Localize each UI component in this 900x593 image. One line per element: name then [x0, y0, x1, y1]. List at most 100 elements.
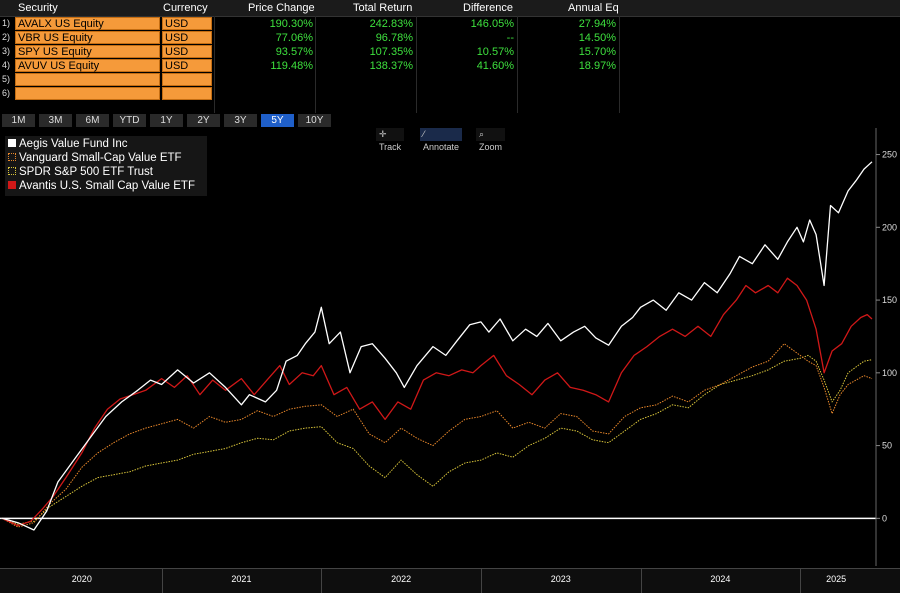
header-price-change: Price Change: [248, 2, 315, 14]
track-label: Track: [379, 142, 402, 152]
range-button-1y[interactable]: 1Y: [150, 114, 183, 127]
x-axis: 2020 2021 2022 2023 2024 2025: [0, 568, 900, 593]
table-row[interactable]: 6): [0, 87, 900, 101]
x-tick-label: 2022: [391, 574, 412, 584]
difference-value: 146.05%: [470, 18, 514, 30]
x-tick-label: 2021: [231, 574, 252, 584]
table-row[interactable]: 5): [0, 73, 900, 87]
legend-item-avuv[interactable]: Avantis U.S. Small Cap Value ETF: [8, 180, 195, 193]
legend-swatch: [8, 167, 16, 175]
x-tick-label: 2020: [71, 574, 92, 584]
annual-eq-value: 14.50%: [578, 32, 616, 44]
x-year-divider: [480, 569, 482, 593]
magnifier-icon: ⌕: [479, 129, 485, 139]
total-return-value: 107.35%: [369, 46, 413, 58]
difference-value: 10.57%: [476, 46, 514, 58]
y-tick-label: 250: [882, 150, 897, 160]
currency-input[interactable]: USD: [162, 31, 212, 44]
legend-label: Avantis U.S. Small Cap Value ETF: [19, 180, 195, 192]
table-header: Security Currency Price Change Total Ret…: [0, 0, 900, 17]
zoom-tool[interactable]: ⌕ Zoom: [476, 128, 506, 152]
difference-value: 41.60%: [476, 60, 514, 72]
series-line-vbr: [1, 343, 873, 528]
table-row[interactable]: 3) SPY US Equity USD 93.57% 107.35% 10.5…: [0, 45, 900, 59]
series-line-aegis: [1, 161, 873, 531]
legend-swatch: [8, 139, 16, 147]
securities-table: Security Currency Price Change Total Ret…: [0, 0, 900, 113]
x-tick-label: 2025: [826, 574, 847, 584]
range-button-ytd[interactable]: YTD: [113, 114, 146, 127]
legend-label: Vanguard Small-Cap Value ETF: [19, 152, 182, 164]
x-year-divider: [161, 569, 163, 593]
header-annual-eq: Annual Eq: [568, 2, 619, 14]
x-tick-label: 2024: [710, 574, 731, 584]
security-input[interactable]: VBR US Equity: [15, 31, 160, 44]
total-return-value: 96.78%: [375, 32, 413, 44]
legend-item-vbr[interactable]: Vanguard Small-Cap Value ETF: [8, 152, 182, 165]
table-row[interactable]: 4) AVUV US Equity USD 119.48% 138.37% 41…: [0, 59, 900, 73]
range-button-3y[interactable]: 3Y: [224, 114, 257, 127]
series-line-spy: [1, 354, 873, 525]
range-button-3m[interactable]: 3M: [39, 114, 72, 127]
x-year-divider: [321, 569, 323, 593]
security-input[interactable]: AVUV US Equity: [15, 59, 160, 72]
currency-input[interactable]: [162, 87, 212, 100]
currency-input[interactable]: [162, 73, 212, 86]
table-row[interactable]: 1) AVALX US Equity USD 190.30% 242.83% 1…: [0, 17, 900, 31]
price-change-value: 93.57%: [275, 46, 313, 58]
column-divider: [214, 16, 215, 113]
y-axis: 0 50 100 150 200 250: [875, 128, 897, 566]
row-number: 3): [2, 46, 11, 56]
security-input[interactable]: AVALX US Equity: [15, 17, 160, 30]
total-return-value: 138.37%: [369, 60, 413, 72]
header-currency: Currency: [163, 2, 208, 14]
legend-swatch: [8, 181, 16, 189]
y-tick-label: 0: [882, 513, 887, 523]
range-button-6m[interactable]: 6M: [76, 114, 109, 127]
price-chart[interactable]: 0 50 100 150 200 250: [0, 0, 900, 568]
annual-eq-value: 27.94%: [578, 18, 616, 30]
annotate-label: Annotate: [423, 142, 460, 152]
legend-item-spy[interactable]: SPDR S&P 500 ETF Trust: [8, 166, 153, 179]
crosshair-icon: ✛: [379, 129, 387, 139]
column-divider: [619, 16, 620, 113]
row-number: 5): [2, 74, 11, 84]
column-divider: [416, 16, 417, 113]
range-button-1m[interactable]: 1M: [2, 114, 35, 127]
zoom-label: Zoom: [479, 142, 503, 152]
row-number: 2): [2, 32, 11, 42]
series-layer: [0, 161, 876, 531]
row-number: 1): [2, 18, 11, 28]
track-tool[interactable]: ✛ Track: [376, 128, 405, 152]
security-input[interactable]: [15, 87, 160, 100]
range-button-5y[interactable]: 5Y: [261, 114, 294, 127]
price-change-value: 119.48%: [270, 60, 313, 72]
legend-item-aegis[interactable]: Aegis Value Fund Inc: [8, 138, 127, 151]
security-input[interactable]: SPY US Equity: [15, 45, 160, 58]
chart-legend: Aegis Value Fund Inc Vanguard Small-Cap …: [5, 136, 207, 196]
x-year-divider: [640, 569, 642, 593]
currency-input[interactable]: USD: [162, 45, 212, 58]
currency-input[interactable]: USD: [162, 17, 212, 30]
table-row[interactable]: 2) VBR US Equity USD 77.06% 96.78% -- 14…: [0, 31, 900, 45]
y-tick-label: 200: [882, 222, 897, 232]
row-number: 4): [2, 60, 11, 70]
annual-eq-value: 18.97%: [578, 60, 616, 72]
security-input[interactable]: [15, 73, 160, 86]
range-button-10y[interactable]: 10Y: [298, 114, 331, 127]
x-tick-label: 2023: [550, 574, 571, 584]
header-security: Security: [18, 2, 58, 14]
y-tick-label: 100: [882, 368, 897, 378]
row-number: 6): [2, 88, 11, 98]
y-tick-label: 50: [882, 441, 892, 451]
range-button-2y[interactable]: 2Y: [187, 114, 220, 127]
difference-value: --: [506, 32, 514, 44]
x-year-divider: [800, 569, 802, 593]
series-line-avuv: [1, 277, 873, 527]
y-tick-label: 150: [882, 295, 897, 305]
range-selector: 1M 3M 6M YTD 1Y 2Y 3Y 5Y 10Y: [0, 114, 900, 128]
currency-input[interactable]: USD: [162, 59, 212, 72]
header-total-return: Total Return: [353, 2, 413, 14]
header-difference: Difference: [463, 2, 513, 14]
annotate-tool[interactable]: ⁄ Annotate: [420, 128, 463, 152]
